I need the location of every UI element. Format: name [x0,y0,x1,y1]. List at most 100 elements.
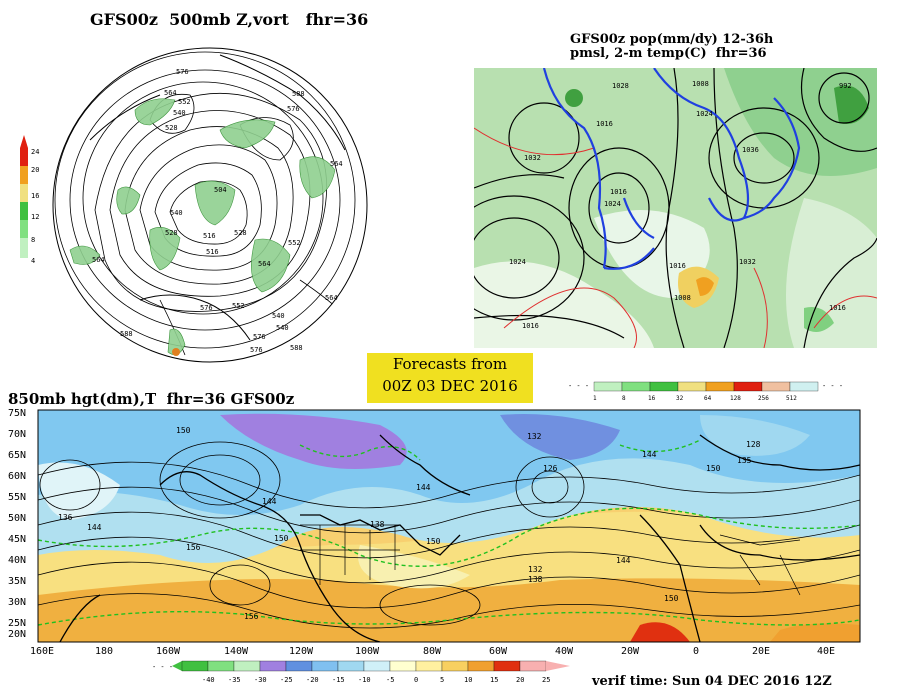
lat-label: 45N [8,534,26,545]
z500-contour-label: 552 [178,98,191,106]
z500-legend: 24 20 16 12 8 4 [20,135,39,265]
z500-contour-label: 588 [120,330,133,338]
precip-legend-label: 512 [786,395,797,402]
forecast-line1: Forecasts from [392,355,508,373]
lat-label: 55N [8,492,26,503]
z500-legend-label: 20 [31,166,39,174]
temp-legend-label: -20 [306,676,319,684]
precip-isobar-label: 1032 [524,154,541,162]
temp-legend-label: -30 [254,676,267,684]
precip-title-line2: pmsl, 2-m temp(C) fhr=36 [570,46,767,61]
h850-contour-label: 144 [616,556,631,565]
h850-contour-label: 144 [642,450,657,459]
z500-legend-label: 8 [31,236,35,244]
h850-title: 850mb hgt(dm),T fhr=36 GFS00z [8,390,295,408]
lon-label: 160W [156,646,181,655]
z500-contour-label: 552 [288,239,301,247]
lon-label: 80W [423,646,442,655]
h850-contour-label: 156 [244,612,259,621]
lat-label: 65N [8,450,26,461]
precip-legend-label: 128 [730,395,741,402]
temp-legend-label: -15 [332,676,345,684]
z500-contour-label: 564 [258,260,271,268]
precip-isobar-label: 1036 [742,146,759,154]
svg-text:- - -: - - - [152,663,173,671]
h850-contour-label: 144 [87,523,102,532]
temp-legend-label: 10 [464,676,472,684]
temp-legend-label: -25 [280,676,293,684]
precip-isobar-label: 1024 [509,258,526,266]
h850-contour-label: 132 [528,565,543,574]
z500-contour-label: 576 [253,333,266,341]
h850-map: 75N 70N 65N 60N 55N 50N 45N 40N 35N 30N … [8,408,861,655]
precip-isobar-label: 992 [839,82,852,90]
verif-time: verif time: Sun 04 DEC 2016 12Z [592,674,832,689]
lon-label: 20E [752,646,770,655]
h850-contour-label: 136 [58,513,73,522]
precip-isobar-label: 1016 [829,304,846,312]
h850-contour-label: 135 [737,456,752,465]
z500-contour-label: 516 [203,232,216,240]
h850-contour-label: 150 [274,534,289,543]
precip-legend: - - - - - - - 1 8 16 32 64 128 256 512 [568,381,843,402]
z500-contour-label: 528 [165,124,178,132]
h850-contour-label: 138 [370,520,385,529]
lon-label: 20W [621,646,640,655]
h850-contour-label: 144 [262,497,277,506]
svg-text:- - - -: - - - - [568,382,598,390]
h850-contour-label: 150 [176,426,191,435]
lon-label: 0 [693,646,699,655]
lat-label: 25N [8,618,26,629]
lat-label: 60N [8,471,26,482]
precip-legend-label: 8 [622,395,626,402]
z500-contour-label: 504 [214,186,227,194]
precip-legend-label: 64 [704,395,712,402]
lat-label: 20N [8,629,26,640]
h850-contour-label: 126 [543,464,558,473]
lat-label: 70N [8,429,26,440]
z500-contour-label: 564 [164,89,177,97]
z500-map: 576 588 564 552 540 528 576 564 504 516 … [20,47,368,363]
lat-label: 75N [8,408,26,419]
temp-legend-label: 20 [516,676,524,684]
precip-isobar-label: 1008 [692,80,709,88]
forecast-line2: 00Z 03 DEC 2016 [382,377,518,395]
temp-legend-label: -40 [202,676,215,684]
temp-legend: - - - -40 -35 -30 -25 -20 -15 -10 -5 0 5… [152,660,570,684]
lon-label: 100W [355,646,380,655]
precip-legend-label: 16 [648,395,656,402]
precip-isobar-label: 1016 [522,322,539,330]
precip-isobar-label: 1024 [696,110,713,118]
h850-contour-label: 132 [527,432,542,441]
h850-contour-label: 150 [664,594,679,603]
precip-isobar-label: 1016 [596,120,613,128]
z500-contour-label: 588 [290,344,303,352]
z500-title: GFS00z 500mb Z,vort fhr=36 [90,10,369,29]
precip-isobar-label: 1008 [674,294,691,302]
z500-contour-label: 576 [287,105,300,113]
precip-isobar-label: 1016 [669,262,686,270]
z500-contour-label: 564 [325,294,338,302]
h850-contour-label: 156 [186,543,201,552]
svg-text:- - -: - - - [822,382,843,390]
lon-label: 120W [289,646,314,655]
lon-label: 180 [95,646,113,655]
z500-contour-label: 564 [92,256,105,264]
temp-legend-label: 25 [542,676,550,684]
z500-contour-label: 576 [200,304,213,312]
lat-label: 40N [8,555,26,566]
z500-contour-label: 576 [176,68,189,76]
temp-legend-label: -5 [386,676,394,684]
z500-legend-label: 16 [31,192,39,200]
lon-label: 40E [817,646,835,655]
precip-legend-label: 1 [593,395,597,402]
h850-contour-label: 128 [746,440,761,449]
z500-contour-label: 552 [232,302,245,310]
z500-contour-label: 528 [234,229,247,237]
temp-legend-label: 5 [440,676,444,684]
z500-contour-label: 540 [272,312,285,320]
lon-label: 140W [224,646,249,655]
precip-isobar-label: 1024 [604,200,621,208]
z500-contour-label: 588 [292,90,305,98]
h850-contour-label: 150 [706,464,721,473]
